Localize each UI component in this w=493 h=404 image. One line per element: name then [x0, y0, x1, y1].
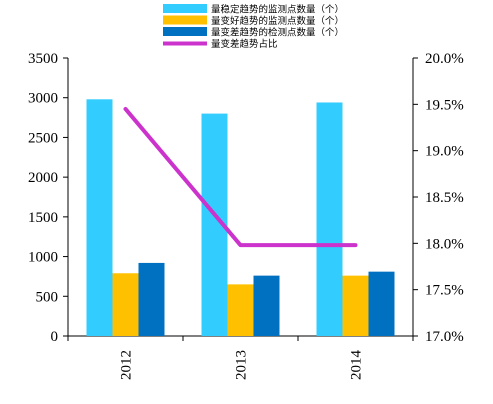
left-tick-label: 2500	[28, 130, 58, 146]
bar-1-2012	[86, 99, 113, 336]
legend-label: 量变好趋势的监测点数量（个）	[211, 15, 344, 27]
line-series-path	[123, 106, 358, 248]
legend: 量稳定趋势的监测点数量（个）量变好趋势的监测点数量（个）量变差趋势的检测点数量（…	[163, 4, 344, 50]
right-tick-label: 19.5%	[425, 97, 464, 113]
left-tick-label: 3000	[28, 91, 58, 107]
left-tick-label: 3500	[28, 51, 58, 67]
bar-2-2012	[112, 273, 139, 336]
bar-3-2013	[253, 275, 280, 336]
right-tick-label: 18.0%	[425, 236, 464, 252]
legend-label: 量稳定趋势的监测点数量（个）	[211, 4, 344, 16]
left-tick-label: 1500	[28, 210, 58, 226]
bar-3-2014	[368, 271, 395, 336]
line-series	[123, 106, 358, 248]
left-tick-label: 0	[51, 329, 59, 345]
bars	[86, 99, 395, 336]
legend-swatch	[163, 27, 207, 36]
legend-swatch	[163, 4, 207, 13]
bar-3-2012	[138, 262, 165, 336]
x-tick-label: 2014	[349, 350, 365, 381]
legend-swatch	[163, 15, 207, 25]
legend-label: 量变差趋势占比	[211, 38, 278, 50]
left-tick-label: 1000	[28, 250, 58, 266]
right-tick-label: 17.5%	[425, 283, 464, 299]
right-tick-label: 17.0%	[425, 329, 464, 345]
x-axis: 2012 2013 2014	[67, 335, 414, 381]
bar-2-2013	[227, 284, 254, 336]
right-tick-label: 20.0%	[425, 51, 464, 67]
legend-label: 量变差趋势的检测点数量（个）	[211, 27, 344, 39]
x-tick-label: 2012	[119, 350, 135, 380]
right-tick-label: 19.0%	[425, 144, 464, 160]
left-axis: 0 500 1000 1500 2000 2500 3000 3500	[28, 51, 69, 345]
left-tick-label: 500	[36, 289, 59, 305]
left-tick-label: 2000	[28, 170, 58, 186]
bar-2-2014	[342, 275, 369, 336]
bar-1-2014	[316, 102, 343, 336]
right-axis: 17.0% 17.5% 18.0% 18.5% 19.0% 19.5% 20.0%	[412, 51, 464, 345]
x-tick-label: 2013	[234, 350, 250, 380]
right-tick-label: 18.5%	[425, 190, 464, 206]
